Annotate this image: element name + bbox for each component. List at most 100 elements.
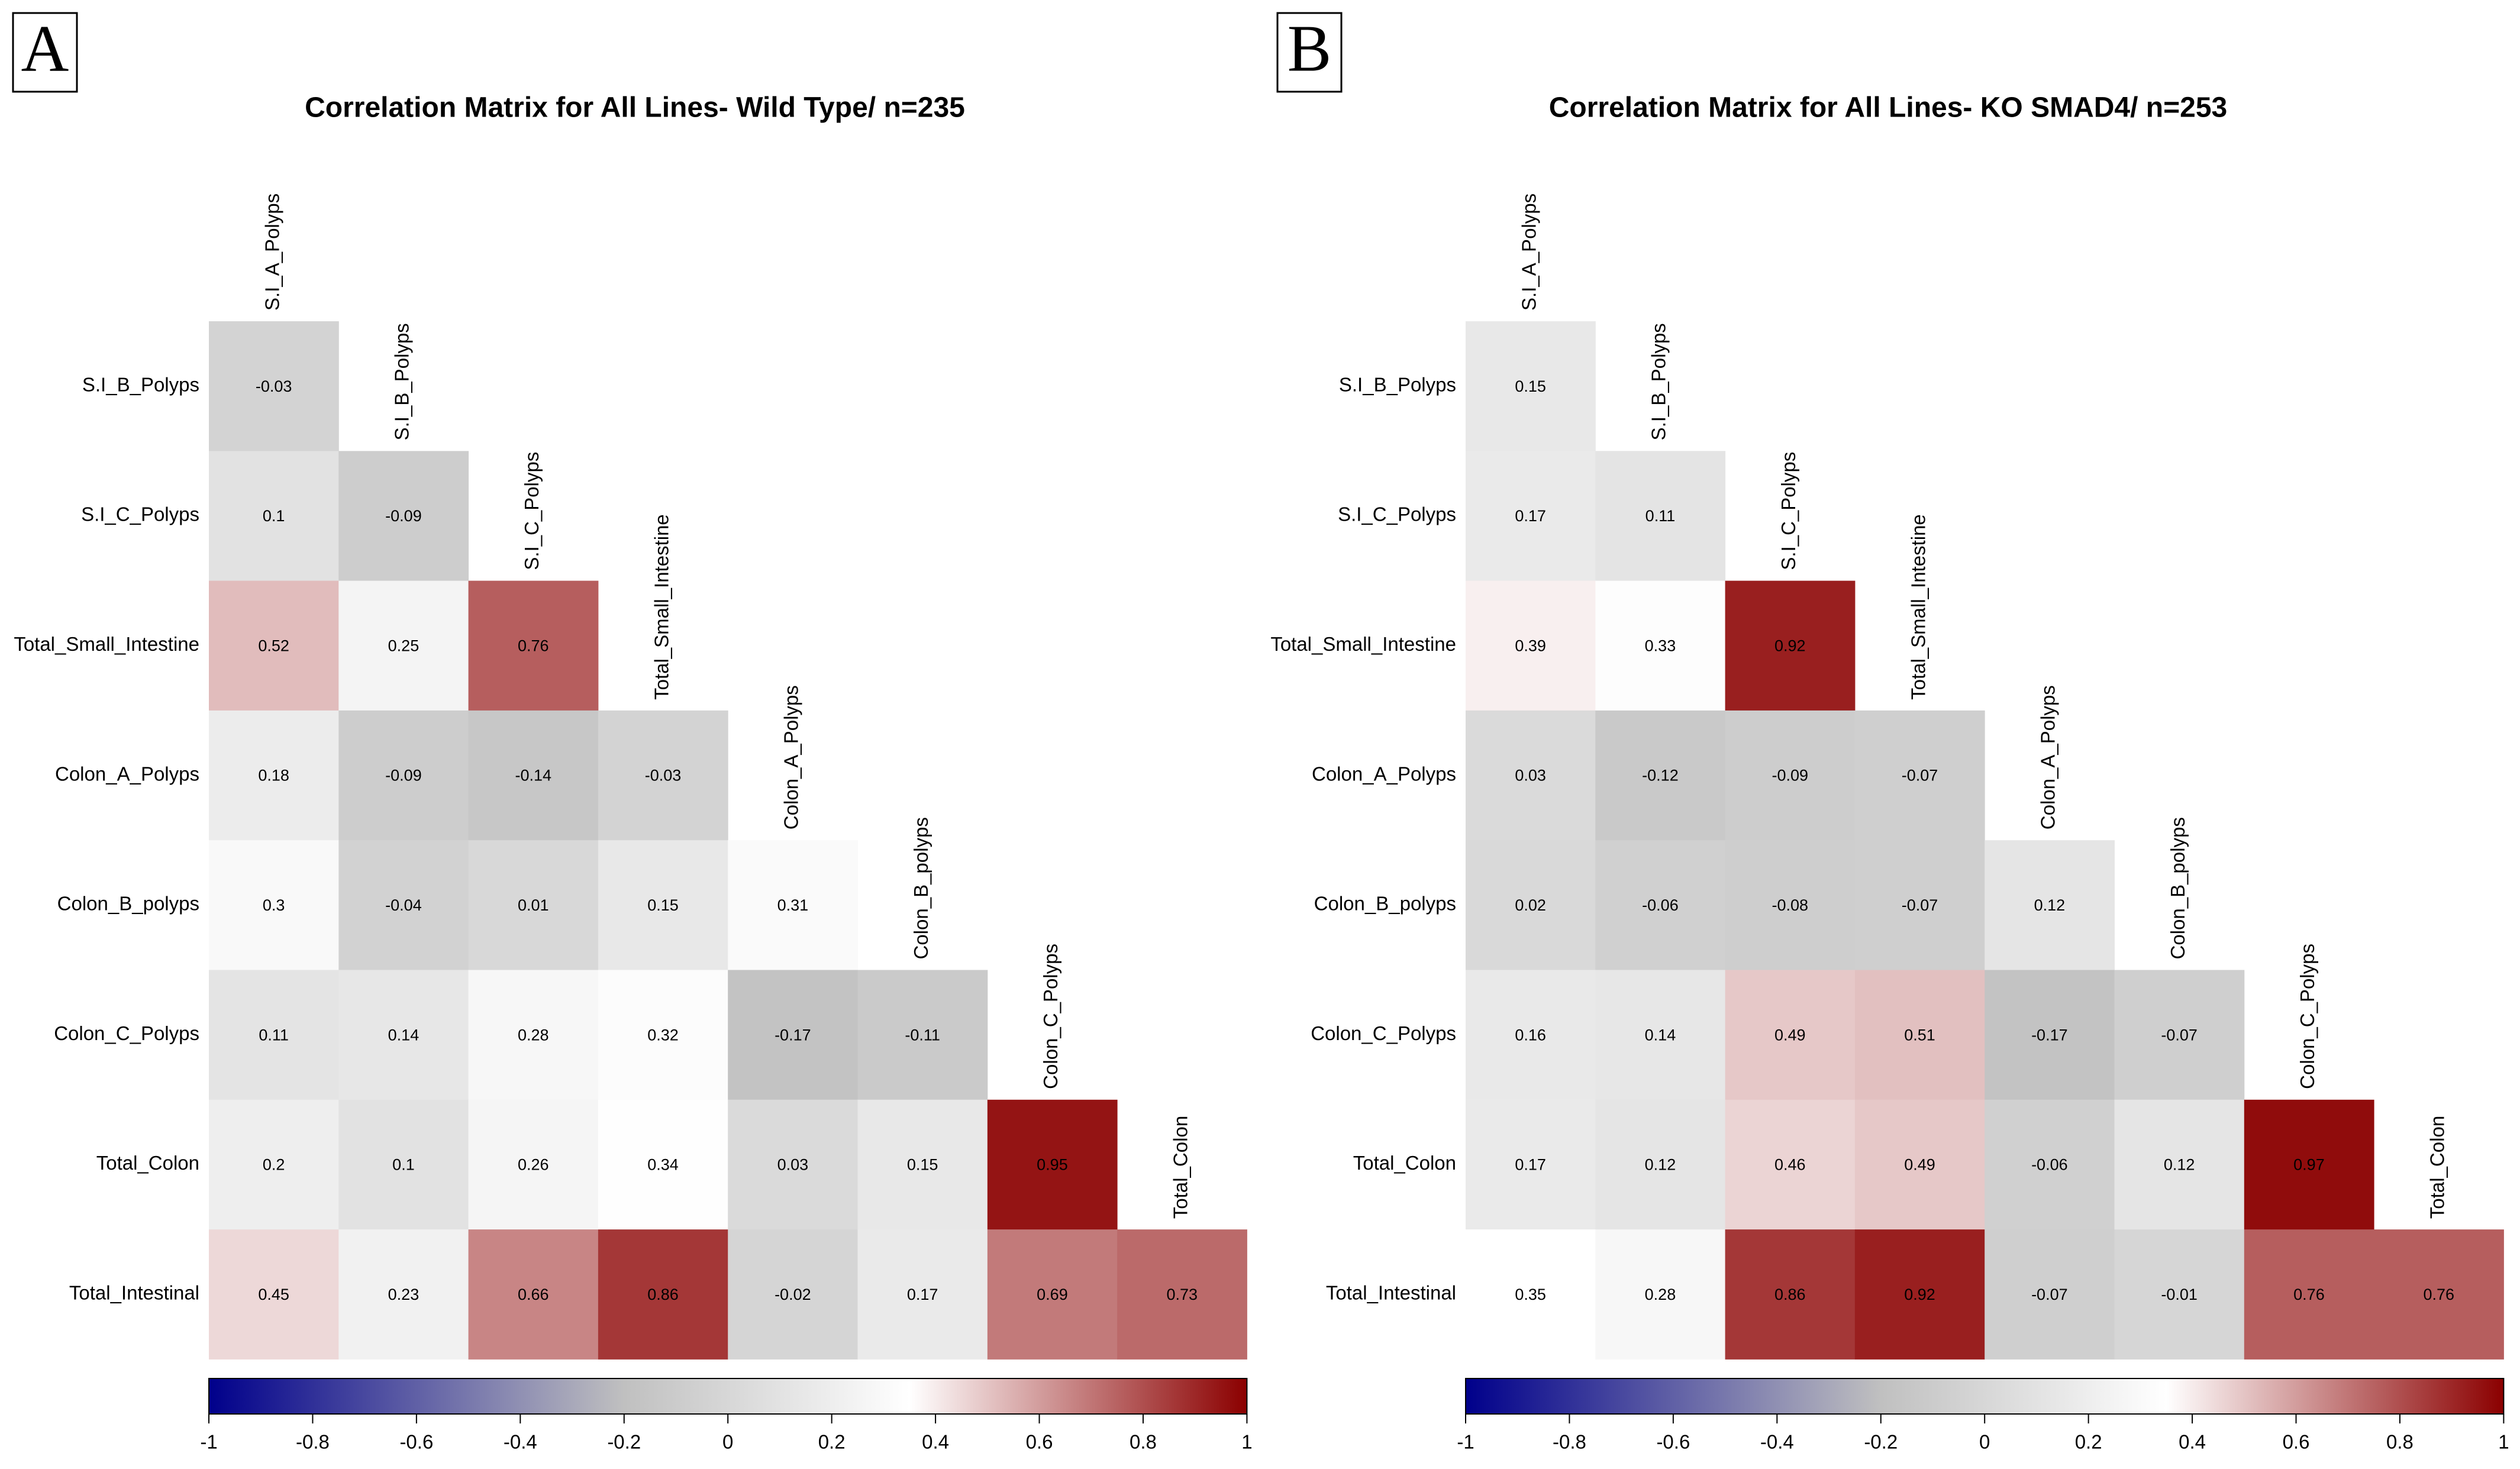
heatmap-cell [2114, 1229, 2245, 1360]
cell-value: 0.1 [263, 507, 285, 525]
colorbar-tick-label: -0.4 [1760, 1431, 1794, 1453]
cell-value: 0.97 [2293, 1156, 2325, 1174]
chart-title: Correlation Matrix for All Lines- KO SMA… [1549, 92, 2227, 124]
panel-label-box [1276, 12, 1343, 93]
heatmap-cell [1466, 321, 1596, 451]
heatmap-cell [857, 1099, 988, 1230]
cell-value: -0.12 [1642, 767, 1679, 784]
cell-value: 0.2 [263, 1156, 285, 1174]
heatmap-cell [468, 710, 599, 841]
heatmap-cell [728, 840, 858, 970]
heatmap-cell [598, 1099, 728, 1230]
heatmap-cell [1595, 970, 1726, 1100]
row-label: S.I_C_Polyps [1338, 503, 1456, 525]
cell-value: 0.17 [1515, 507, 1546, 525]
cell-value: 0.1 [392, 1156, 415, 1174]
cell-value: -0.08 [1772, 896, 1808, 914]
heatmap-cell [598, 840, 728, 970]
column-label: Colon_C_Polyps [2296, 944, 2318, 1089]
cell-value: -0.14 [515, 767, 551, 784]
heatmap-cell [1725, 1229, 1856, 1360]
colorbar-tick-label: -0.8 [1553, 1431, 1586, 1453]
heatmap-cell [338, 710, 469, 841]
column-label: S.I_B_Polyps [391, 323, 413, 440]
column-label: Total_Small_Intestine [1907, 514, 1929, 700]
colorbar-tick-label: 0.6 [1026, 1431, 1053, 1453]
colorbar-tick-label: 0.8 [2386, 1431, 2413, 1453]
column-label: Colon_C_Polyps [1040, 944, 1061, 1089]
cell-value: 0.12 [2164, 1156, 2195, 1174]
heatmap-cell [2114, 970, 2245, 1100]
colorbar-tick-label: -0.6 [1656, 1431, 1690, 1453]
column-label: Total_Small_Intestine [650, 514, 672, 700]
row-label: S.I_C_Polyps [81, 503, 199, 525]
cell-value: -0.07 [2031, 1286, 2068, 1303]
cell-value: 0.49 [1904, 1156, 1935, 1174]
cell-value: 0.26 [518, 1156, 549, 1174]
column-label: S.I_C_Polyps [1777, 452, 1799, 570]
cell-value: -0.04 [385, 896, 422, 914]
heatmap-cell [728, 970, 858, 1100]
column-label: Colon_A_Polyps [780, 685, 802, 829]
heatmap-cell [338, 1099, 469, 1230]
colorbar-tick-label: 0 [722, 1431, 733, 1453]
cell-value: 0.45 [258, 1286, 289, 1303]
heatmap-cell [2244, 1229, 2374, 1360]
cell-value: 0.12 [1645, 1156, 1676, 1174]
heatmap-cell [987, 1099, 1118, 1230]
cell-value: 0.86 [1774, 1286, 1806, 1303]
cell-value: 0.51 [1904, 1026, 1935, 1044]
column-label: Total_Colon [2426, 1116, 2448, 1219]
heatmap-cell [2374, 1229, 2504, 1360]
cell-value: 0.18 [258, 767, 289, 784]
heatmap-cell [209, 840, 339, 970]
cell-value: 0.34 [647, 1156, 679, 1174]
heatmap-cell [338, 1229, 469, 1360]
heatmap-cell [209, 580, 339, 711]
heatmap-cell [728, 1099, 858, 1230]
heatmap-cell [1985, 1229, 2115, 1360]
column-label: Colon_B_polyps [2167, 817, 2189, 959]
cell-value: -0.07 [2161, 1026, 2198, 1044]
heatmap-cell [1595, 710, 1726, 841]
row-label: Colon_C_Polyps [1311, 1022, 1456, 1044]
cell-value: 0.11 [259, 1026, 289, 1044]
cell-value: -0.09 [385, 507, 422, 525]
cell-value: 0.76 [518, 637, 549, 654]
column-label: S.I_A_Polyps [1518, 193, 1540, 311]
cell-value: 0.28 [1645, 1286, 1676, 1303]
cell-value: 0.15 [907, 1156, 938, 1174]
cell-value: 0.33 [1645, 637, 1676, 654]
cell-value: -0.17 [2031, 1026, 2068, 1044]
row-label: S.I_B_Polyps [1339, 373, 1456, 395]
heatmap-cell [987, 1229, 1118, 1360]
column-label: S.I_C_Polyps [521, 452, 543, 570]
column-label: Colon_A_Polyps [2037, 685, 2059, 829]
colorbar-tick-label: 1 [1241, 1431, 1252, 1453]
row-label: Total_Intestinal [69, 1281, 199, 1303]
cell-value: -0.07 [1902, 896, 1938, 914]
heatmap-cell [598, 1229, 728, 1360]
cell-value: 0.03 [777, 1156, 809, 1174]
row-label: Colon_C_Polyps [54, 1022, 199, 1044]
cell-value: 0.01 [518, 896, 549, 914]
heatmap-cell [1117, 1229, 1247, 1360]
colorbar-tick-label: 0.4 [2179, 1431, 2206, 1453]
cell-value: -0.01 [2161, 1286, 2198, 1303]
colorbar-tick-label: -0.8 [296, 1431, 330, 1453]
heatmap-cell [1466, 840, 1596, 970]
colorbar-tick-label: -0.6 [399, 1431, 433, 1453]
panel-label-box [12, 12, 78, 93]
cell-value: -0.11 [905, 1026, 940, 1044]
heatmap-cell [1595, 1099, 1726, 1230]
colorbar-tick-label: -0.2 [1864, 1431, 1898, 1453]
heatmap-cell [1466, 451, 1596, 582]
cell-value: 0.76 [2423, 1286, 2454, 1303]
heatmap-cell [1854, 1229, 1985, 1360]
colorbar-tick-label: -0.4 [504, 1431, 537, 1453]
cell-value: 0.16 [1515, 1026, 1546, 1044]
heatmap-cell [2114, 1099, 2245, 1230]
cell-value: 0.17 [907, 1286, 938, 1303]
row-label: Colon_B_polyps [57, 893, 199, 915]
cell-value: 0.92 [1774, 637, 1806, 654]
